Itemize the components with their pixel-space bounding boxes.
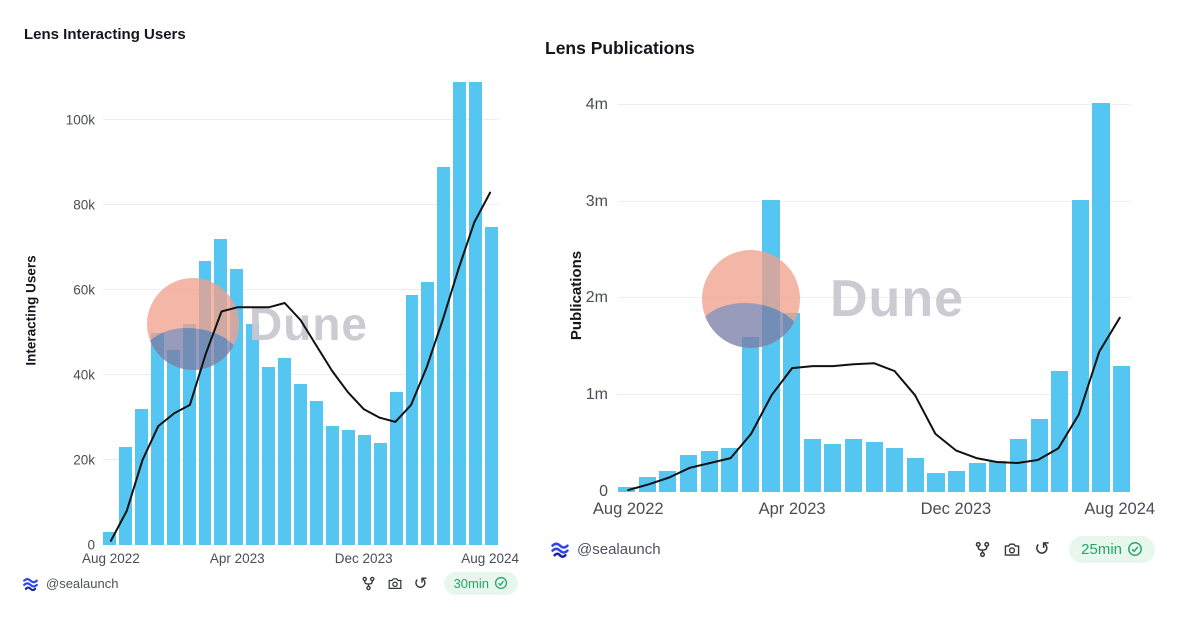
gridline <box>618 200 1130 202</box>
freshness-badge[interactable]: 30min <box>443 571 518 595</box>
bar[interactable] <box>679 455 697 492</box>
bar[interactable] <box>485 226 499 545</box>
x-tick-label: Dec 2023 <box>920 500 992 518</box>
chart-title[interactable]: Lens Interacting Users <box>24 26 186 43</box>
bar[interactable] <box>246 324 260 545</box>
line-series <box>627 316 1121 492</box>
x-tick-label: Aug 2024 <box>461 551 519 566</box>
freshness-label: 25min <box>1081 540 1122 558</box>
bar[interactable] <box>325 426 339 545</box>
bar[interactable] <box>948 470 966 492</box>
y-tick-label: 2m <box>585 289 608 307</box>
y-axis-ticks: 0 20k 40k 60k 80k 100k <box>0 78 95 553</box>
bar[interactable] <box>1092 102 1110 492</box>
chart-footer: @sealaunch ↺ 30min <box>0 570 540 596</box>
y-tick-label: 20k <box>73 452 95 468</box>
gridline <box>103 289 498 291</box>
x-axis-ticks: Aug 2022 Apr 2023 Dec 2023 Aug 2024 <box>593 500 1155 522</box>
gridline <box>103 204 498 206</box>
bar[interactable] <box>373 443 387 545</box>
fork-icon[interactable] <box>356 573 382 593</box>
bar[interactable] <box>309 400 323 545</box>
bar[interactable] <box>421 281 435 545</box>
bar[interactable] <box>803 438 821 492</box>
chart-panel-interacting-users: Lens Interacting Users Interacting Users… <box>0 0 540 636</box>
refresh-icon[interactable]: ↺ <box>408 573 434 593</box>
check-circle-icon <box>1128 542 1142 556</box>
bar[interactable] <box>968 462 986 492</box>
refresh-icon[interactable]: ↺ <box>1027 538 1057 560</box>
bar[interactable] <box>453 82 467 545</box>
bar[interactable] <box>341 430 355 545</box>
gridline <box>618 297 1130 299</box>
fork-icon[interactable] <box>967 538 997 560</box>
chart-footer: @sealaunch ↺ 25min <box>540 534 1180 564</box>
plot-area[interactable]: Dune <box>618 95 1131 492</box>
bar[interactable] <box>150 332 164 545</box>
bar[interactable] <box>1030 419 1048 492</box>
bar[interactable] <box>405 294 419 545</box>
plot-area[interactable]: Dune <box>103 78 499 545</box>
bar[interactable] <box>741 337 759 492</box>
bar[interactable] <box>437 167 451 545</box>
bar[interactable] <box>844 438 862 492</box>
bar[interactable] <box>865 441 883 492</box>
sealaunch-logo-icon <box>23 577 38 591</box>
bar[interactable] <box>278 358 292 545</box>
y-tick-label: 1m <box>585 386 608 404</box>
bar[interactable] <box>989 461 1007 492</box>
refresh-glyph: ↺ <box>1034 538 1051 560</box>
bar[interactable] <box>166 349 180 545</box>
camera-icon[interactable] <box>382 573 408 593</box>
x-tick-label: Aug 2024 <box>1084 500 1156 518</box>
y-tick-label: 40k <box>73 367 95 383</box>
x-tick-label: Apr 2023 <box>209 551 265 566</box>
gridline <box>103 374 498 376</box>
freshness-badge[interactable]: 25min <box>1069 535 1155 563</box>
camera-icon[interactable] <box>997 538 1027 560</box>
author-handle[interactable]: @sealaunch <box>46 575 119 591</box>
chart-title[interactable]: Lens Publications <box>545 38 695 58</box>
bar[interactable] <box>906 458 924 492</box>
line-series <box>109 191 492 542</box>
x-tick-label: Apr 2023 <box>758 500 826 518</box>
bar[interactable] <box>134 409 148 545</box>
bar[interactable] <box>1051 370 1069 492</box>
chart-panel-publications: Lens Publications Publications 0 1m 2m 3m 4m… <box>540 0 1180 636</box>
bar[interactable] <box>783 312 801 492</box>
bar[interactable] <box>357 434 371 545</box>
bar[interactable] <box>1009 438 1027 492</box>
x-tick-label: Aug 2022 <box>592 500 664 518</box>
bar[interactable] <box>618 487 636 492</box>
y-tick-label: 60k <box>73 282 95 298</box>
x-axis-ticks: Aug 2022 Apr 2023 Dec 2023 Aug 2024 <box>82 551 519 571</box>
bar[interactable] <box>927 472 945 492</box>
check-circle-icon <box>494 576 508 590</box>
bar[interactable] <box>1113 366 1131 492</box>
gridline <box>618 103 1130 105</box>
y-tick-label: 80k <box>73 197 95 213</box>
sealaunch-logo-icon <box>551 542 569 558</box>
bar[interactable] <box>469 82 483 545</box>
gridline <box>618 394 1130 396</box>
refresh-glyph: ↺ <box>413 573 428 593</box>
bar[interactable] <box>824 443 842 492</box>
bar[interactable] <box>262 366 276 545</box>
author-handle[interactable]: @sealaunch <box>577 540 661 558</box>
y-tick-label: 4m <box>585 95 608 113</box>
freshness-label: 30min <box>453 575 489 591</box>
bar[interactable] <box>182 324 196 545</box>
x-tick-label: Dec 2023 <box>334 551 393 566</box>
gridline <box>103 119 498 121</box>
y-tick-label: 3m <box>585 192 608 210</box>
x-tick-label: Aug 2022 <box>81 551 140 566</box>
bar[interactable] <box>389 392 403 545</box>
y-tick-label: 100k <box>65 112 95 128</box>
y-axis-ticks: 0 1m 2m 3m 4m <box>540 95 608 500</box>
y-tick-label: 0 <box>87 537 95 553</box>
y-tick-label: 0 <box>599 483 608 500</box>
bar[interactable] <box>886 448 904 492</box>
bar[interactable] <box>294 383 307 545</box>
